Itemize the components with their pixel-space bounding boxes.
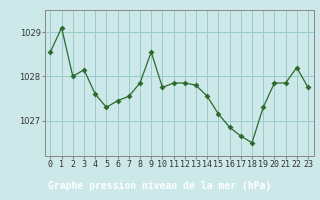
- Text: Graphe pression niveau de la mer (hPa): Graphe pression niveau de la mer (hPa): [48, 181, 272, 191]
